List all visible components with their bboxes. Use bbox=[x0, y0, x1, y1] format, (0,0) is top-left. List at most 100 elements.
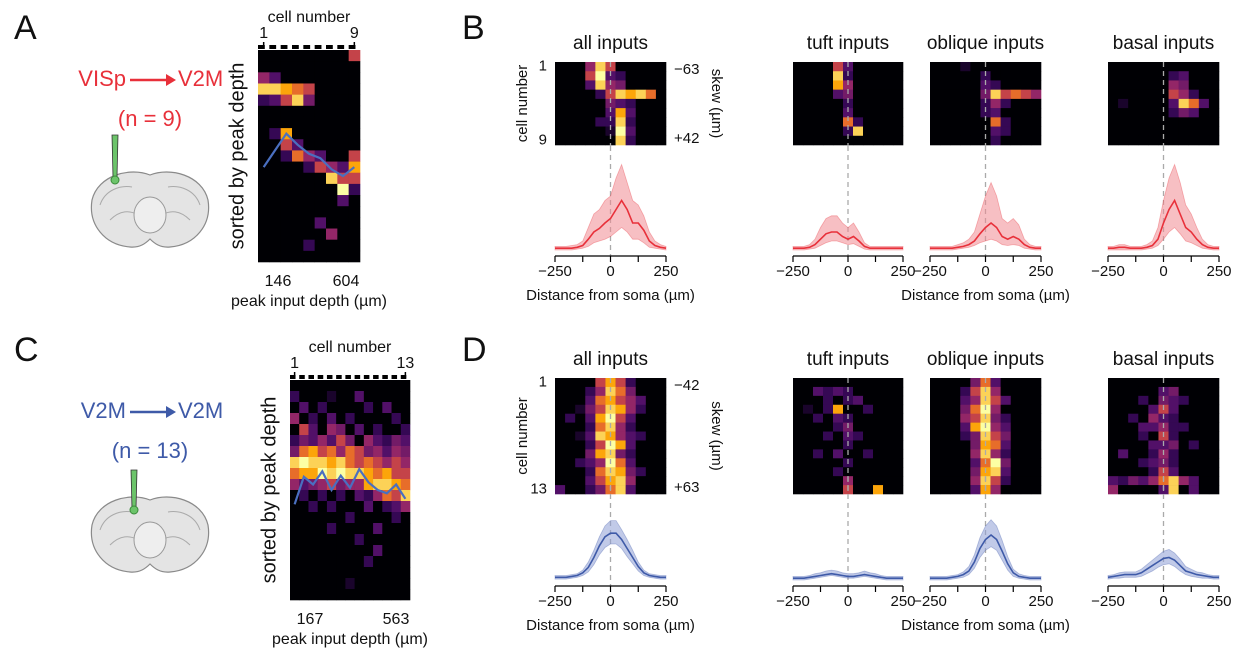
heatmap-cell bbox=[833, 386, 844, 397]
heatmap-cell bbox=[1128, 431, 1139, 441]
heatmap-cell bbox=[940, 440, 951, 450]
heatmap-cell bbox=[950, 458, 961, 468]
heatmap-cell bbox=[290, 490, 300, 502]
heatmap-cell bbox=[303, 83, 315, 95]
heatmap-cell bbox=[303, 228, 315, 240]
heatmap-cell bbox=[565, 395, 576, 406]
heatmap-cell bbox=[555, 431, 566, 441]
heatmap-cell bbox=[326, 72, 338, 84]
heatmap-cell bbox=[280, 72, 293, 84]
heatmap-cell bbox=[373, 402, 383, 414]
heatmap-cell bbox=[595, 440, 606, 450]
heatmap-cell bbox=[345, 380, 355, 392]
heatmap-cell bbox=[863, 135, 874, 146]
heatmap-cell bbox=[950, 422, 961, 432]
heatmap-cell bbox=[1108, 395, 1119, 406]
sem-band bbox=[792, 569, 904, 581]
heatmap-cell bbox=[400, 534, 411, 546]
heatmap-cell bbox=[354, 567, 365, 579]
heatmap-cell bbox=[813, 62, 824, 72]
heatmap-cell bbox=[1108, 458, 1119, 468]
heatmap-cell bbox=[391, 402, 402, 414]
heatmap-cell bbox=[1020, 89, 1032, 100]
x-tick-label: 0 bbox=[844, 263, 852, 280]
heatmap-cell bbox=[290, 402, 300, 414]
heatmap-cell bbox=[940, 395, 951, 406]
heatmap-cell bbox=[1198, 80, 1210, 90]
heatmap-cell bbox=[930, 485, 941, 495]
heatmap-cell bbox=[615, 404, 626, 414]
heatmap-cell bbox=[400, 545, 411, 557]
heatmap-cell bbox=[803, 395, 814, 406]
heatmap-cell bbox=[1118, 386, 1129, 397]
heatmap-cell bbox=[336, 534, 346, 546]
panel-letter: D bbox=[462, 331, 487, 369]
heatmap-cell bbox=[258, 116, 270, 129]
heatmap-cell bbox=[1000, 80, 1012, 90]
heatmap-cell bbox=[280, 116, 293, 129]
heatmap-cell bbox=[382, 479, 392, 491]
heatmap-cell bbox=[930, 458, 941, 468]
heatmap-cell bbox=[970, 117, 981, 127]
heatmap-cell bbox=[565, 135, 576, 146]
heatmap-cell bbox=[625, 395, 637, 406]
heatmap-cell bbox=[635, 422, 647, 432]
sem-band bbox=[554, 163, 667, 251]
heatmap-cell bbox=[336, 446, 346, 458]
heatmap-cell bbox=[1000, 440, 1012, 450]
heatmap-cell bbox=[1000, 476, 1012, 486]
heatmap-cell bbox=[655, 135, 667, 146]
heatmap-cell bbox=[382, 589, 392, 601]
heatmap-cell bbox=[625, 449, 637, 459]
heatmap-cell bbox=[980, 80, 991, 90]
heatmap-cell bbox=[1010, 485, 1022, 495]
heatmap-cell bbox=[314, 94, 327, 107]
heatmap-cell bbox=[299, 391, 309, 403]
heatmap-cell bbox=[853, 108, 864, 118]
heatmap-cell bbox=[615, 62, 626, 72]
panel-title: basal inputs bbox=[1113, 349, 1214, 370]
heatmap-cell bbox=[833, 485, 844, 495]
heatmap-cell bbox=[314, 139, 327, 151]
heatmap-cell bbox=[873, 108, 884, 118]
heatmap-cell bbox=[930, 108, 941, 118]
heatmap-cell bbox=[823, 98, 834, 109]
heatmap-cell bbox=[391, 468, 402, 480]
heatmap-cell bbox=[595, 458, 606, 468]
heatmap-cell bbox=[615, 485, 626, 495]
heatmap-cell bbox=[1020, 404, 1032, 414]
heatmap-cell bbox=[348, 116, 361, 129]
heatmap-cell bbox=[645, 126, 657, 137]
heatmap-cell bbox=[873, 126, 884, 137]
heatmap-cell bbox=[314, 239, 327, 252]
heatmap-cell bbox=[1138, 440, 1149, 450]
heatmap-cell bbox=[290, 468, 300, 480]
heatmap-cell bbox=[555, 395, 566, 406]
heatmap-cell bbox=[930, 126, 941, 137]
heatmap-cell bbox=[363, 523, 374, 535]
heatmap-cell bbox=[615, 395, 626, 406]
heatmap-cell bbox=[303, 172, 315, 185]
heatmap-cell bbox=[326, 161, 338, 174]
heatmap-cell bbox=[930, 117, 941, 127]
heatmap-cell bbox=[1128, 89, 1139, 100]
heatmap-cell bbox=[373, 391, 383, 403]
heatmap-cell bbox=[645, 62, 657, 72]
heatmap-cell bbox=[303, 72, 315, 84]
heatmap-cell bbox=[853, 378, 864, 388]
heatmap-cell bbox=[373, 567, 383, 579]
heatmap-cell bbox=[1188, 62, 1200, 72]
heatmap-cell bbox=[348, 239, 361, 252]
heatmap-cell bbox=[348, 72, 361, 84]
heatmap-cell bbox=[1148, 62, 1159, 72]
heatmap-cell bbox=[655, 62, 667, 72]
heatmap-cell bbox=[303, 128, 315, 140]
heatmap-cell bbox=[1138, 431, 1149, 441]
heatmap-cell bbox=[1020, 449, 1032, 459]
panel-title: tuft inputs bbox=[807, 33, 889, 54]
heatmap-cell bbox=[950, 413, 961, 423]
heatmap-cell bbox=[940, 485, 951, 495]
heatmap-cell bbox=[863, 117, 874, 127]
heatmap-cell bbox=[585, 449, 596, 459]
heatmap-cell bbox=[280, 250, 293, 263]
